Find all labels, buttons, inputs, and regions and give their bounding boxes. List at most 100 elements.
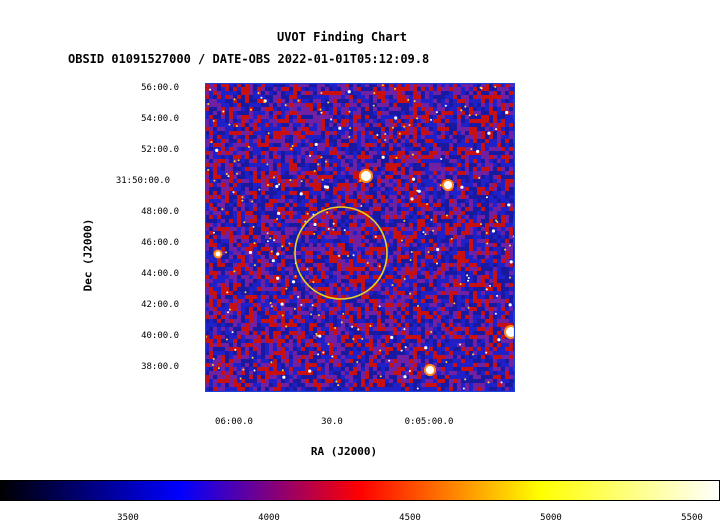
star [394,87,397,90]
star [320,156,323,159]
star [496,294,499,297]
star [209,88,212,91]
star [338,126,342,130]
star [416,189,419,192]
star [275,184,279,188]
star [478,176,481,179]
star [349,127,352,130]
star [400,349,403,352]
star [435,262,438,265]
star [500,381,503,384]
star [348,136,351,139]
star [273,239,276,242]
star [464,105,467,108]
star [369,324,372,327]
star [280,302,284,306]
star [285,287,288,290]
star [422,231,425,234]
dec-tick-label: 40:00.0 [141,331,179,341]
star [384,138,387,141]
star [475,114,478,117]
star [384,132,387,135]
star [237,159,240,162]
star [321,178,324,181]
star [234,348,237,351]
star [325,160,328,163]
star [327,343,330,346]
star [376,133,379,136]
star [472,353,475,356]
star [318,334,322,338]
ra-axis-label: RA (J2000) [310,445,378,458]
star [313,169,316,172]
star [366,261,369,264]
star [227,311,230,314]
chart-subtitle: OBSID 01091527000 / DATE-OBS 2022-01-01T… [68,52,430,66]
star [334,326,337,329]
dec-tick-label: 42:00.0 [141,300,179,310]
star [306,212,309,215]
star [372,104,375,107]
star [266,240,269,243]
star [212,119,215,122]
star [342,312,345,315]
star [398,132,401,135]
star [281,314,284,317]
star [470,148,473,151]
star [281,245,284,248]
star [416,387,419,390]
star [417,189,421,193]
star [379,349,382,352]
star [285,325,288,328]
star [408,124,411,127]
star [508,303,512,307]
dec-tick-label: 46:00.0 [141,238,179,248]
star [467,306,470,309]
star [485,231,488,234]
star [225,172,228,175]
star [327,101,330,104]
star [320,111,323,114]
star [436,247,440,252]
ra-tick-label: 06:00.0 [215,417,253,427]
star [459,283,462,286]
star [322,351,325,354]
star [241,196,244,199]
star [403,328,406,331]
star [411,153,414,156]
star [411,177,416,181]
star [381,84,384,87]
star [462,387,465,390]
star [430,118,433,121]
star [291,280,296,284]
star [317,163,320,166]
colorbar-gradient [0,480,720,501]
star [459,343,462,346]
star [439,184,442,187]
dec-tick-label: 54:00.0 [141,114,179,124]
star [444,104,447,107]
star [352,337,355,340]
star [270,250,273,253]
star [400,239,403,242]
star [464,378,467,381]
star [509,260,513,264]
star [251,200,254,203]
star [331,355,334,358]
star [241,199,244,202]
star [253,242,256,245]
star [426,366,434,374]
star [360,205,363,208]
star [221,208,224,211]
star [233,98,236,101]
star [210,141,213,144]
image-noise [205,83,515,392]
star [445,361,448,364]
star [348,110,351,113]
star [487,381,490,384]
star [282,375,286,379]
image-frame [205,83,515,392]
star [338,254,341,257]
star [391,284,394,287]
chart-title: UVOT Finding Chart [276,30,408,44]
